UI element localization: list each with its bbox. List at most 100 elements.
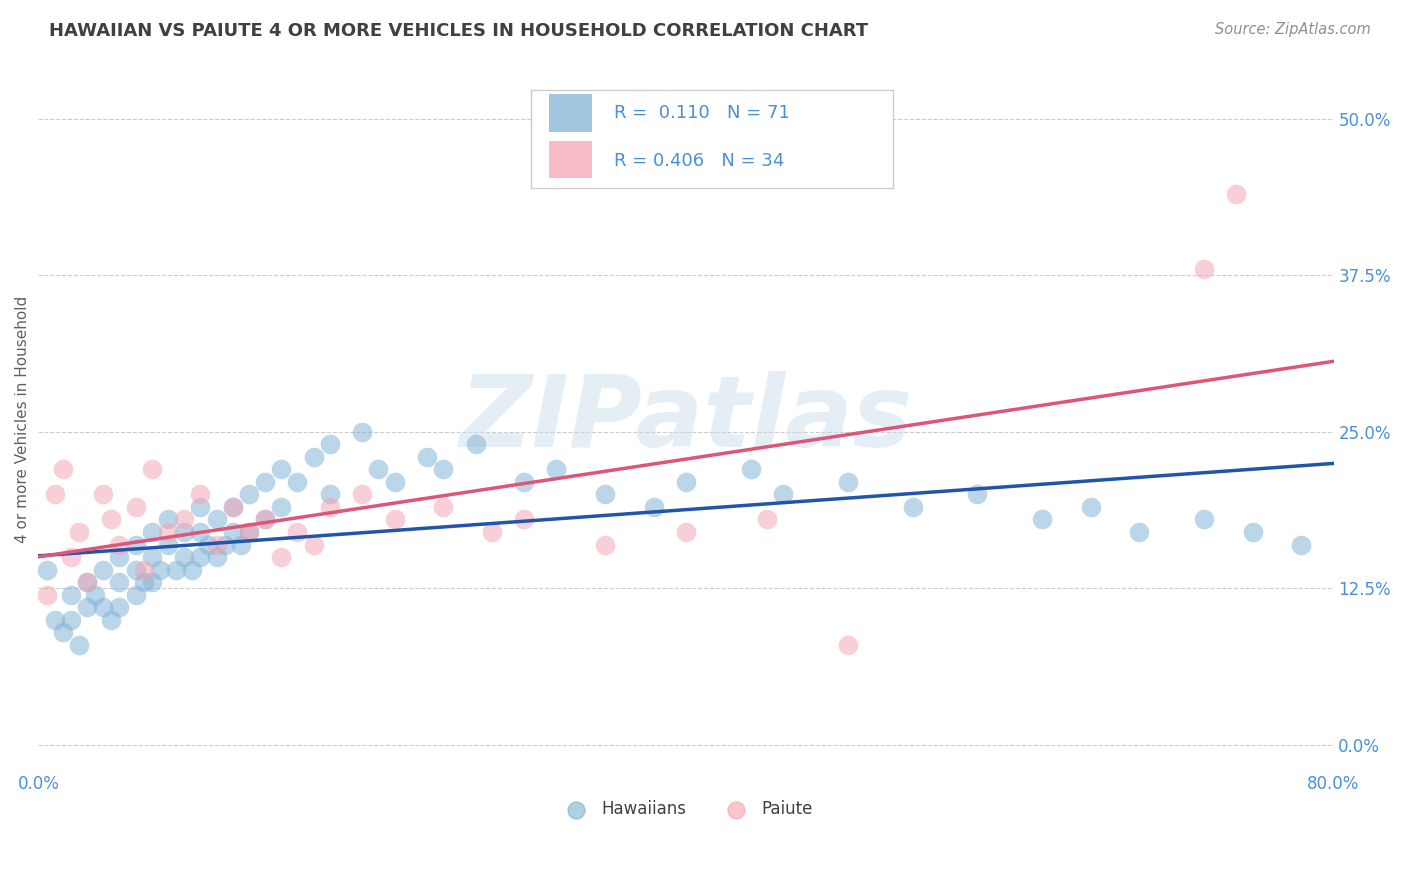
Point [319, 437, 342, 451]
Point [222, 524, 245, 539]
Point [643, 500, 665, 514]
Point [197, 537, 219, 551]
Point [1241, 524, 1264, 539]
Point [1289, 537, 1312, 551]
Point [141, 575, 163, 590]
Point [124, 563, 146, 577]
Point [254, 475, 277, 489]
Point [432, 500, 454, 514]
Point [755, 512, 778, 526]
Point [1080, 500, 1102, 514]
Text: HAWAIIAN VS PAIUTE 4 OR MORE VEHICLES IN HOUSEHOLD CORRELATION CHART: HAWAIIAN VS PAIUTE 4 OR MORE VEHICLES IN… [49, 22, 869, 40]
Point [432, 462, 454, 476]
Point [1192, 262, 1215, 277]
Text: ZIPatlas: ZIPatlas [460, 371, 912, 467]
Point [76, 600, 98, 615]
Point [966, 487, 988, 501]
Point [270, 549, 292, 564]
Point [222, 500, 245, 514]
Point [1031, 512, 1053, 526]
Point [149, 563, 172, 577]
Point [76, 575, 98, 590]
Point [173, 512, 195, 526]
Point [302, 537, 325, 551]
Point [156, 537, 179, 551]
Point [367, 462, 389, 476]
Point [44, 613, 66, 627]
Point [384, 512, 406, 526]
Point [156, 524, 179, 539]
Point [188, 524, 211, 539]
Point [188, 500, 211, 514]
Point [270, 500, 292, 514]
Point [205, 512, 228, 526]
Point [1192, 512, 1215, 526]
Point [156, 512, 179, 526]
Point [238, 487, 260, 501]
Point [91, 487, 114, 501]
Point [124, 500, 146, 514]
Point [205, 549, 228, 564]
Point [270, 462, 292, 476]
Point [35, 588, 58, 602]
Point [593, 537, 616, 551]
Point [67, 638, 90, 652]
Point [205, 537, 228, 551]
Point [546, 462, 568, 476]
Point [108, 549, 131, 564]
Point [141, 462, 163, 476]
Point [287, 524, 309, 539]
Point [593, 487, 616, 501]
Point [91, 563, 114, 577]
Point [132, 575, 155, 590]
Point [352, 425, 374, 439]
Point [384, 475, 406, 489]
Point [740, 462, 762, 476]
Point [837, 475, 859, 489]
Point [76, 575, 98, 590]
Point [188, 549, 211, 564]
Point [1225, 186, 1247, 201]
Point [124, 588, 146, 602]
Point [214, 537, 236, 551]
Y-axis label: 4 or more Vehicles in Household: 4 or more Vehicles in Household [15, 295, 30, 543]
Point [287, 475, 309, 489]
Point [513, 512, 536, 526]
Point [59, 613, 82, 627]
Point [173, 549, 195, 564]
Point [513, 475, 536, 489]
Point [91, 600, 114, 615]
Point [481, 524, 503, 539]
Point [52, 625, 75, 640]
Point [52, 462, 75, 476]
Point [181, 563, 204, 577]
Point [772, 487, 794, 501]
Point [254, 512, 277, 526]
Point [319, 487, 342, 501]
Point [59, 549, 82, 564]
Point [165, 563, 187, 577]
Point [124, 537, 146, 551]
Text: Source: ZipAtlas.com: Source: ZipAtlas.com [1215, 22, 1371, 37]
Point [108, 537, 131, 551]
Point [675, 524, 697, 539]
Point [238, 524, 260, 539]
Point [132, 563, 155, 577]
Point [254, 512, 277, 526]
Point [141, 549, 163, 564]
Point [67, 524, 90, 539]
Point [84, 588, 107, 602]
Point [1128, 524, 1150, 539]
Point [108, 575, 131, 590]
Point [188, 487, 211, 501]
Point [100, 613, 122, 627]
Point [319, 500, 342, 514]
Point [675, 475, 697, 489]
Point [59, 588, 82, 602]
Point [352, 487, 374, 501]
Point [302, 450, 325, 464]
Point [238, 524, 260, 539]
Point [173, 524, 195, 539]
Point [108, 600, 131, 615]
Point [229, 537, 252, 551]
